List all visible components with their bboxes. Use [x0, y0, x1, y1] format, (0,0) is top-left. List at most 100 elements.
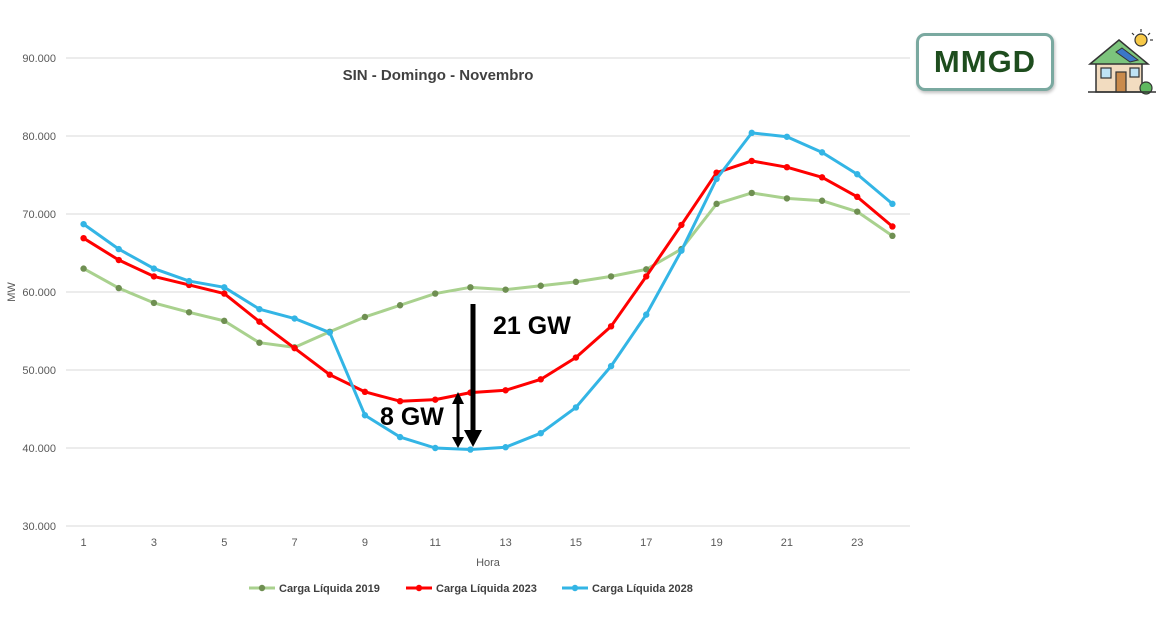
- data-point: [502, 387, 509, 394]
- data-point: [783, 164, 791, 171]
- data-point: [115, 284, 122, 292]
- annotation-8gw-arrow: [452, 392, 464, 448]
- x-tick-label: 21: [781, 537, 793, 549]
- data-point: [432, 444, 439, 452]
- data-point: [643, 266, 650, 273]
- annotation-8gw-label: 8 GW: [380, 403, 444, 431]
- data-point: [748, 189, 755, 197]
- x-tick-label: 7: [292, 537, 298, 549]
- mmgd-logo-text: MMGD: [933, 44, 1037, 79]
- data-point: [678, 247, 685, 254]
- x-tick-label: 11: [430, 537, 441, 549]
- data-point: [115, 245, 122, 253]
- series-layer: [80, 129, 896, 453]
- series-3: [80, 129, 896, 453]
- data-point: [713, 175, 720, 183]
- data-point: [150, 273, 158, 280]
- data-point: [396, 302, 404, 309]
- mmgd-logo: MMGD: [916, 33, 1054, 91]
- legend-entry: Carga Líquida 2019: [249, 583, 380, 595]
- series-line: [82, 159, 894, 403]
- data-point: [818, 174, 826, 181]
- data-point: [537, 376, 544, 383]
- data-point: [889, 200, 896, 208]
- y-tick-label: 40.000: [22, 443, 56, 455]
- data-point: [326, 371, 333, 378]
- x-tick-label: 19: [710, 537, 722, 549]
- data-point: [256, 305, 263, 313]
- data-point: [115, 256, 122, 264]
- legend-entry: Carga Líquida 2028: [562, 583, 693, 595]
- series-line: [82, 191, 894, 349]
- legend-swatch-marker: [258, 584, 266, 592]
- data-point: [396, 398, 404, 405]
- data-point: [818, 149, 826, 156]
- legend-swatch-marker: [571, 584, 579, 592]
- data-point: [643, 311, 650, 318]
- data-point: [607, 323, 615, 330]
- data-point: [150, 299, 158, 307]
- data-point: [291, 344, 298, 352]
- data-point: [783, 195, 791, 202]
- data-point: [361, 412, 369, 419]
- data-point: [502, 444, 509, 451]
- x-tick-label: 1: [81, 537, 87, 549]
- data-point: [432, 290, 439, 297]
- chart-gridlines: [66, 57, 910, 449]
- x-tick-label: 13: [499, 537, 511, 549]
- data-point: [643, 273, 650, 280]
- legend-label: Carga Líquida 2019: [279, 583, 380, 595]
- data-point: [748, 129, 755, 137]
- data-point: [221, 317, 228, 325]
- data-point: [783, 133, 791, 140]
- data-point: [221, 284, 228, 291]
- x-tick-label: 17: [640, 537, 652, 549]
- data-point: [467, 284, 474, 291]
- legend-label: Carga Líquida 2028: [592, 583, 693, 595]
- y-tick-label: 90.000: [22, 53, 56, 65]
- data-point: [326, 329, 333, 336]
- x-axis-title: Hora: [476, 557, 501, 569]
- y-tick-label: 30.000: [22, 521, 56, 533]
- data-point: [572, 278, 580, 286]
- data-point: [713, 169, 720, 176]
- data-point: [291, 315, 298, 322]
- data-point: [854, 171, 861, 178]
- solar-house-icon: [1087, 29, 1156, 95]
- data-point: [361, 313, 369, 321]
- data-point: [572, 354, 580, 361]
- data-point: [713, 200, 720, 208]
- data-point: [572, 404, 580, 411]
- series-2: [80, 157, 896, 405]
- data-point: [185, 277, 193, 285]
- y-tick-label: 80.000: [22, 131, 56, 143]
- annotation-21gw-label: 21 GW: [493, 312, 571, 340]
- y-axis-ticks: 30.000 40.000 50.000 60.000 70.000 80.000 90.0…: [22, 53, 56, 533]
- series-line: [82, 131, 894, 452]
- x-tick-label: 5: [221, 537, 227, 549]
- x-tick-label: 3: [151, 537, 157, 549]
- data-point: [748, 157, 755, 165]
- data-point: [607, 362, 615, 370]
- x-axis-ticks: 1 3 5 7 9 11 13 15 17 19 21 23: [81, 537, 864, 549]
- data-point: [185, 309, 193, 316]
- chart-legend: Carga Líquida 2019 Carga Líquida 2023 Carg…: [249, 583, 693, 595]
- legend-swatch-marker: [415, 584, 423, 592]
- data-point: [361, 388, 369, 396]
- data-point: [678, 221, 685, 229]
- data-point: [889, 232, 896, 240]
- data-point: [537, 429, 544, 437]
- legend-entry: Carga Líquida 2023: [406, 583, 537, 595]
- annotation-21gw-arrow: [464, 304, 482, 447]
- data-point: [854, 208, 861, 215]
- data-point: [432, 396, 439, 403]
- data-point: [80, 220, 87, 228]
- data-point: [150, 265, 158, 272]
- y-tick-label: 50.000: [22, 365, 56, 377]
- chart-title: SIN - Domingo - Novembro: [343, 67, 534, 84]
- data-point: [221, 290, 228, 297]
- y-tick-label: 70.000: [22, 209, 56, 221]
- data-point: [818, 197, 826, 204]
- data-point: [396, 433, 404, 441]
